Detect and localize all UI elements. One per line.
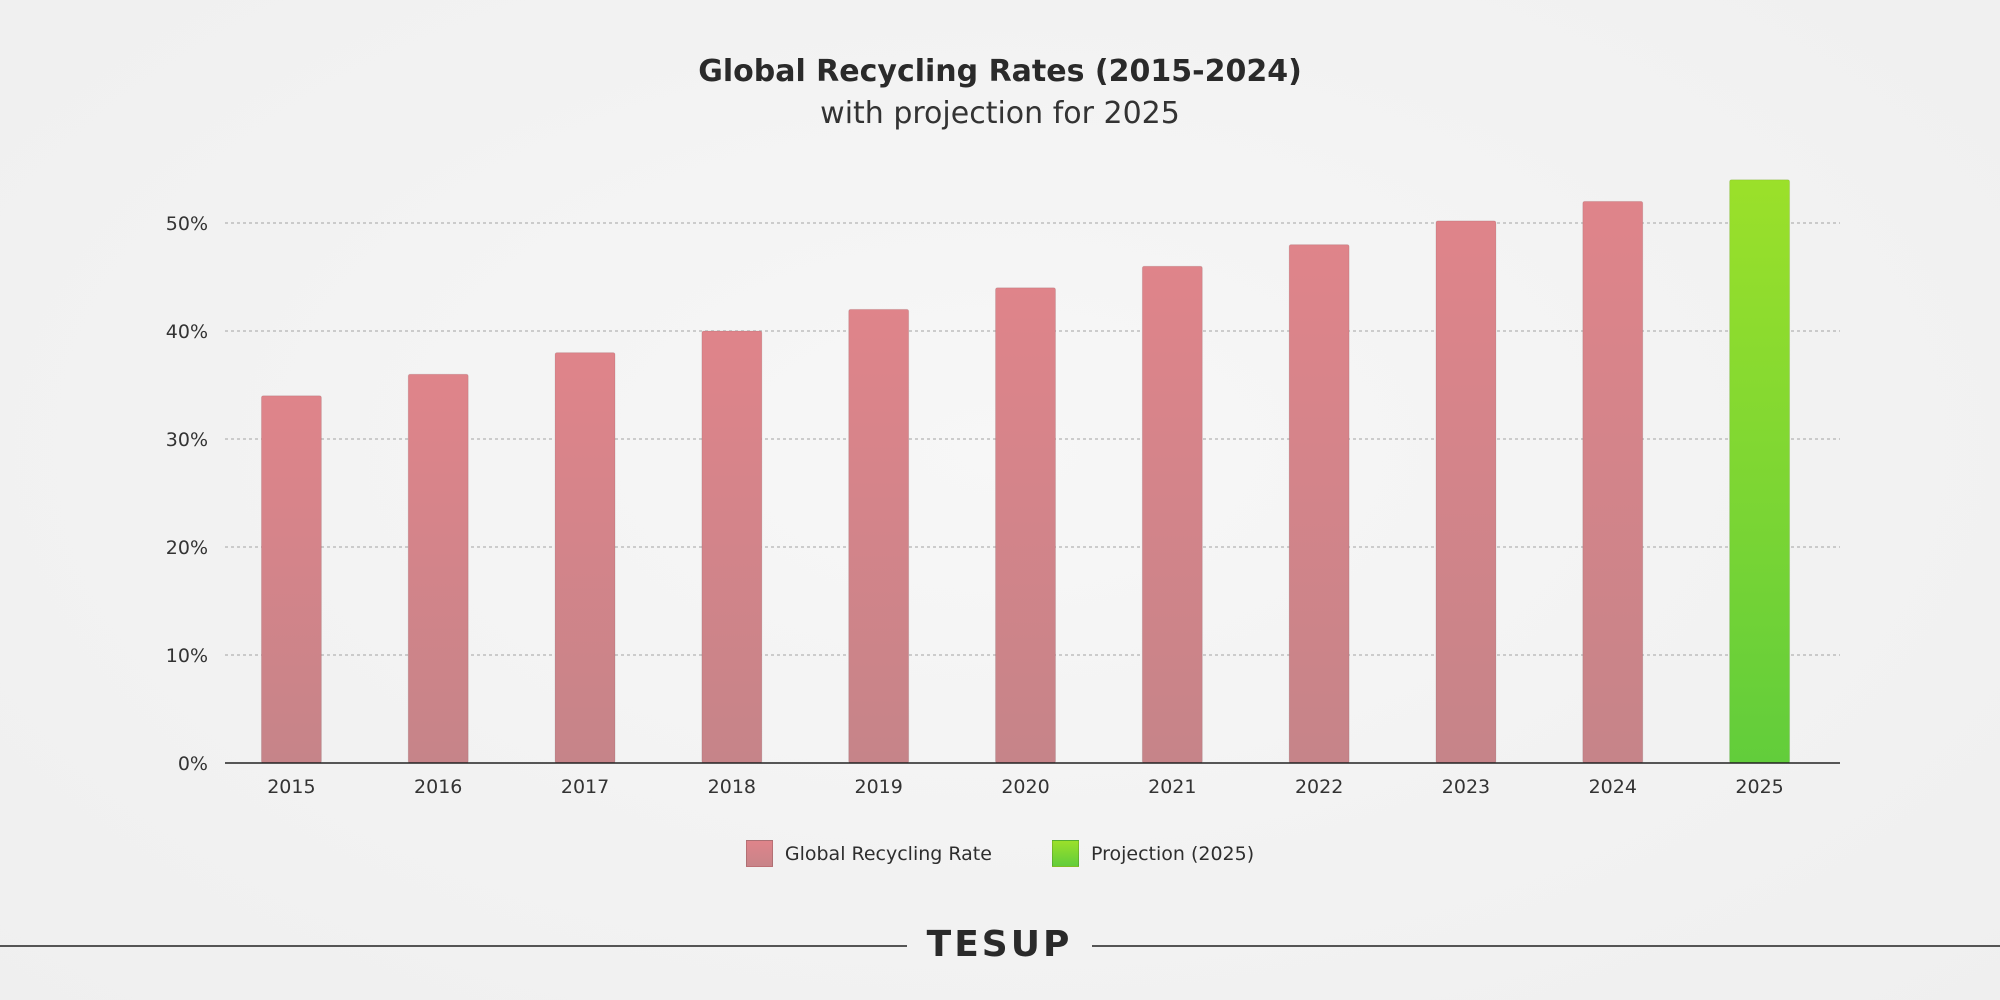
legend-swatch-projection bbox=[1051, 840, 1079, 867]
chart-titles: Global Recycling Rates (2015-2024) with … bbox=[0, 50, 2000, 134]
x-tick-label: 2015 bbox=[267, 776, 315, 798]
bar-actual bbox=[407, 373, 469, 764]
x-tick-label: 2019 bbox=[855, 776, 903, 798]
y-tick-label: 40% bbox=[166, 321, 208, 343]
chart-subtitle: with projection for 2025 bbox=[820, 96, 1180, 131]
bar-actual bbox=[1582, 200, 1644, 764]
y-tick-label: 20% bbox=[166, 537, 208, 559]
x-tick-label: 2020 bbox=[1001, 776, 1049, 798]
legend: Global Recycling Rate Projection (2025) bbox=[0, 840, 2000, 867]
bar-actual bbox=[260, 395, 322, 764]
bar-actual bbox=[848, 308, 910, 764]
bar-actual bbox=[1288, 244, 1350, 764]
x-tick-label: 2022 bbox=[1295, 776, 1343, 798]
bars bbox=[260, 179, 1791, 764]
x-tick-label: 2024 bbox=[1589, 776, 1637, 798]
legend-label-actual: Global Recycling Rate bbox=[784, 842, 992, 865]
x-tick-label: 2017 bbox=[561, 776, 609, 798]
legend-swatch-actual bbox=[745, 840, 773, 867]
gridlines bbox=[225, 222, 1840, 656]
legend-item-projection: Projection (2025) bbox=[1051, 840, 1255, 867]
y-tick-label: 0% bbox=[178, 753, 208, 775]
y-tick-label: 30% bbox=[166, 429, 208, 451]
footer-divider-left bbox=[0, 945, 907, 947]
x-tick-label: 2025 bbox=[1735, 776, 1783, 798]
legend-label-projection: Projection (2025) bbox=[1090, 842, 1255, 865]
bar-actual bbox=[701, 330, 763, 764]
bar-actual bbox=[1435, 220, 1497, 764]
x-tick-label: 2023 bbox=[1442, 776, 1490, 798]
x-tick-label: 2018 bbox=[708, 776, 756, 798]
axes: 0% 10% 20% 30% 40% 50% 2015 2016 2017 2018 2019 202… bbox=[166, 213, 1840, 798]
x-tick-label: 2016 bbox=[414, 776, 462, 798]
x-tick-label: 2021 bbox=[1148, 776, 1196, 798]
y-tick-label: 10% bbox=[166, 645, 208, 667]
footer-divider-right bbox=[1092, 945, 2000, 947]
bar-actual bbox=[995, 287, 1056, 764]
bar-projection bbox=[1729, 179, 1791, 764]
bar-actual bbox=[554, 352, 616, 764]
chart-title: Global Recycling Rates (2015-2024) bbox=[698, 54, 1302, 89]
y-tick-label: 50% bbox=[166, 213, 208, 235]
footer-logo: TESUP bbox=[926, 924, 1073, 965]
bar-actual bbox=[1141, 265, 1203, 764]
legend-item-actual: Global Recycling Rate bbox=[745, 840, 992, 867]
